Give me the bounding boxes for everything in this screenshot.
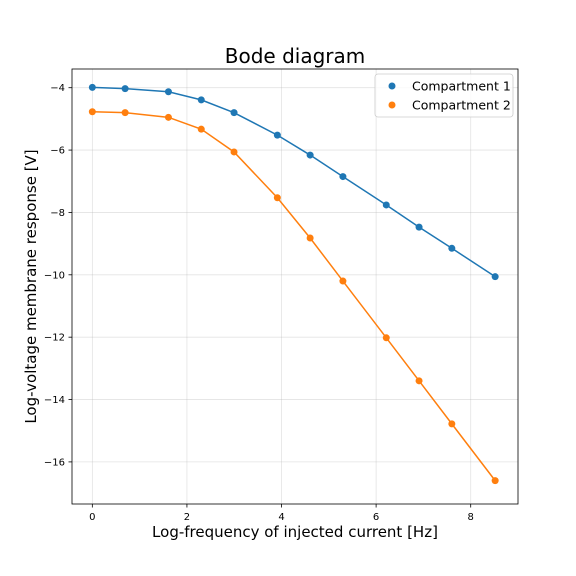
series-2-point	[121, 109, 129, 117]
series-1-line	[92, 86, 496, 278]
series-1-point	[273, 131, 281, 139]
y-axis-title: Log-voltage membrane response [V]	[22, 149, 40, 423]
series-1-point	[448, 244, 456, 252]
series-2	[88, 108, 499, 485]
series-2-point	[164, 113, 172, 121]
x-tick-label: 6	[373, 512, 379, 523]
series-2-point	[491, 477, 499, 485]
legend-label-1: Compartment 1	[412, 79, 511, 94]
series-1-point	[121, 85, 129, 93]
x-tick-label: 4	[278, 512, 284, 523]
legend: Compartment 1 Compartment 2	[374, 73, 514, 118]
series-1-point	[491, 273, 499, 281]
chart-title: Bode diagram	[225, 44, 365, 68]
y-tick-label: −6	[50, 146, 65, 157]
series-1-point	[382, 201, 390, 209]
y-tick-label: −14	[44, 395, 65, 406]
series-2-line	[92, 110, 496, 482]
ticks: 0 2 4 6 8 −16 −14 −12 −10 −8 −6 −4	[44, 83, 474, 523]
legend-label-2: Compartment 2	[412, 98, 511, 113]
series-1-point	[339, 173, 347, 181]
x-axis-title: Log-frequency of injected current [Hz]	[152, 523, 438, 541]
series-2-point	[88, 108, 96, 116]
x-tick-label: 2	[184, 512, 190, 523]
y-tick-label: −8	[50, 208, 65, 219]
series-2-point	[415, 377, 423, 385]
x-tick-label: 0	[89, 512, 95, 523]
series-2-point	[197, 125, 205, 133]
legend-marker-2	[388, 101, 396, 109]
series-1-point	[164, 88, 172, 96]
legend-box	[374, 73, 514, 118]
series-2-point	[382, 334, 390, 342]
series-layer	[88, 83, 499, 485]
grid	[72, 69, 518, 504]
series-1-point	[230, 109, 238, 117]
y-tick-label: −12	[44, 333, 65, 344]
series-2-point	[306, 234, 314, 242]
series-1-point	[197, 96, 205, 104]
series-1-point	[306, 151, 314, 159]
series-2-point	[339, 277, 347, 285]
series-2-point	[230, 148, 238, 156]
y-tick-label: −16	[44, 457, 65, 468]
series-2-point	[273, 194, 281, 202]
series-2-point	[448, 420, 456, 428]
series-1-point	[415, 223, 423, 231]
x-tick-label: 8	[468, 512, 474, 523]
plot-frame	[71, 68, 519, 505]
series-1-point	[88, 83, 96, 91]
y-tick-label: −10	[44, 270, 65, 281]
y-tick-label: −4	[50, 83, 65, 94]
legend-marker-1	[388, 82, 396, 90]
series-1	[88, 83, 499, 281]
